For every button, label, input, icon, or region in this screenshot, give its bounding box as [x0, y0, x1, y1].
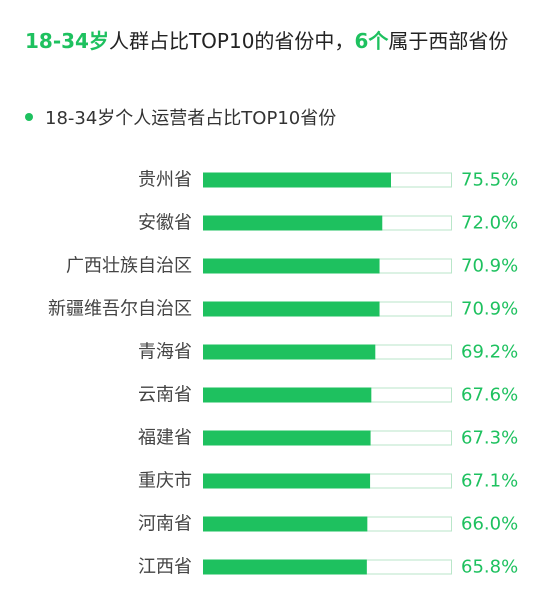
bar	[203, 215, 383, 231]
headline-age-range: 18-34岁	[25, 29, 109, 53]
bar	[203, 559, 367, 575]
category-label: 河南省	[138, 514, 192, 535]
value-label: 72.0%	[461, 213, 518, 234]
value-label: 67.6%	[461, 385, 518, 406]
category-label: 广西壮族自治区	[66, 256, 192, 277]
value-label: 70.9%	[461, 299, 518, 320]
bar	[203, 430, 371, 446]
category-label: 江西省	[138, 557, 192, 578]
headline-text: 人群占比TOP10的省份中，	[108, 29, 355, 53]
bar	[203, 387, 372, 403]
bar	[203, 172, 391, 188]
value-label: 69.2%	[461, 342, 518, 363]
bar	[203, 344, 376, 360]
bar	[203, 301, 380, 317]
category-label: 云南省	[138, 385, 192, 406]
category-label: 安徽省	[138, 213, 192, 234]
bar	[203, 473, 371, 489]
chart-title: 18-34岁个人运营者占比TOP10省份	[25, 105, 336, 133]
category-label: 青海省	[138, 342, 192, 363]
headline-count: 6个	[354, 29, 389, 53]
category-label: 重庆市	[138, 471, 192, 492]
bullet-dot-icon	[25, 113, 33, 121]
value-label: 66.0%	[461, 514, 518, 535]
headline: 18-34岁人群占比TOP10的省份中，6个属于西部省份	[25, 26, 508, 56]
bar	[203, 516, 368, 532]
value-label: 70.9%	[461, 256, 518, 277]
headline-tail: 属于西部省份	[388, 29, 509, 53]
category-label: 新疆维吾尔自治区	[48, 299, 192, 320]
value-label: 67.3%	[461, 428, 518, 449]
value-label: 67.1%	[461, 471, 518, 492]
value-label: 65.8%	[461, 557, 518, 578]
bar	[203, 258, 380, 274]
chart-title-text: 18-34岁个人运营者占比TOP10省份	[45, 108, 337, 129]
category-label: 贵州省	[138, 170, 192, 191]
category-label: 福建省	[138, 428, 192, 449]
value-label: 75.5%	[461, 170, 518, 191]
